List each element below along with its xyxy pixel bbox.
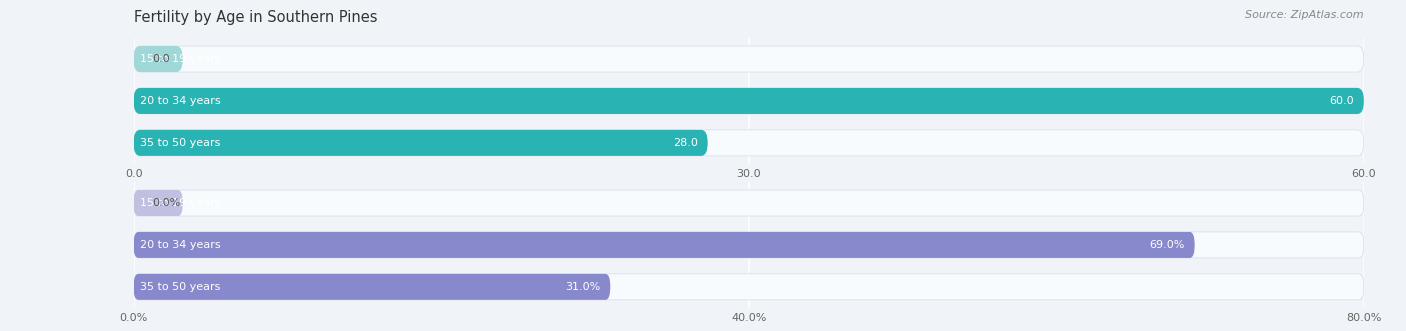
Text: 28.0: 28.0	[673, 138, 697, 148]
Text: 20 to 34 years: 20 to 34 years	[139, 96, 221, 106]
Text: 60.0: 60.0	[1329, 96, 1354, 106]
Text: 0.0: 0.0	[152, 54, 170, 64]
Text: 35 to 50 years: 35 to 50 years	[139, 282, 221, 292]
FancyBboxPatch shape	[134, 274, 610, 300]
Text: 20 to 34 years: 20 to 34 years	[139, 240, 221, 250]
FancyBboxPatch shape	[134, 88, 1364, 114]
Text: Fertility by Age in Southern Pines: Fertility by Age in Southern Pines	[134, 10, 377, 25]
Text: 15 to 19 years: 15 to 19 years	[139, 198, 221, 208]
FancyBboxPatch shape	[134, 232, 1364, 258]
Text: Source: ZipAtlas.com: Source: ZipAtlas.com	[1246, 10, 1364, 20]
FancyBboxPatch shape	[134, 46, 183, 72]
FancyBboxPatch shape	[134, 190, 183, 216]
FancyBboxPatch shape	[134, 274, 1364, 300]
Text: 69.0%: 69.0%	[1150, 240, 1185, 250]
Text: 0.0%: 0.0%	[152, 198, 180, 208]
FancyBboxPatch shape	[134, 88, 1364, 114]
Text: 15 to 19 years: 15 to 19 years	[139, 54, 221, 64]
FancyBboxPatch shape	[134, 46, 1364, 72]
FancyBboxPatch shape	[134, 190, 1364, 216]
FancyBboxPatch shape	[134, 130, 707, 156]
FancyBboxPatch shape	[134, 232, 1195, 258]
FancyBboxPatch shape	[134, 130, 1364, 156]
Text: 35 to 50 years: 35 to 50 years	[139, 138, 221, 148]
Text: 31.0%: 31.0%	[565, 282, 600, 292]
